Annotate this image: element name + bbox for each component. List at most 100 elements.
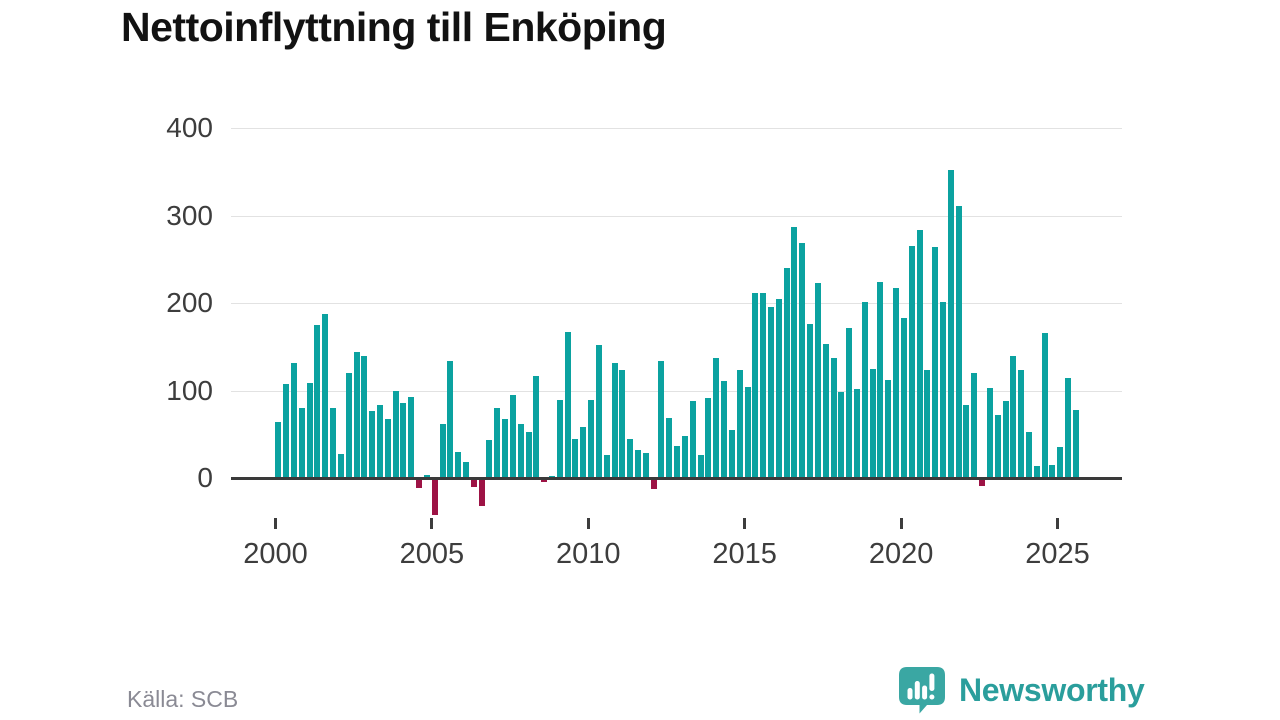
bar-2007-Q4 bbox=[517, 423, 524, 478]
bar-2020-Q4 bbox=[924, 370, 931, 478]
bar-2003-Q1 bbox=[369, 410, 376, 478]
bar-2018-Q4 bbox=[861, 302, 868, 478]
bar-2023-Q1 bbox=[994, 415, 1001, 478]
bar-2019-Q1 bbox=[869, 368, 876, 478]
bar-2016-Q3 bbox=[791, 226, 798, 478]
bar-2016-Q2 bbox=[783, 268, 790, 478]
plot-area bbox=[231, 128, 1122, 515]
bar-2013-Q1 bbox=[681, 436, 688, 478]
y-tick-label: 0 bbox=[197, 462, 213, 493]
bar-2012-Q2 bbox=[658, 360, 665, 478]
bar-2016-Q4 bbox=[799, 242, 806, 478]
bar-2016-Q1 bbox=[775, 298, 782, 478]
bar-2023-Q2 bbox=[1002, 401, 1009, 478]
bar-2005-Q1 bbox=[431, 478, 438, 515]
bar-2020-Q3 bbox=[916, 229, 923, 478]
bar-2012-Q4 bbox=[674, 445, 681, 478]
bar-2015-Q1 bbox=[744, 387, 751, 478]
bar-2006-Q1 bbox=[462, 462, 469, 478]
bar-2002-Q1 bbox=[337, 454, 344, 478]
bar-2002-Q2 bbox=[345, 373, 352, 478]
bar-2003-Q4 bbox=[392, 391, 399, 478]
bar-2005-Q4 bbox=[455, 451, 462, 478]
x-tick-label: 2020 bbox=[868, 538, 934, 570]
bar-2025-Q1 bbox=[1057, 446, 1064, 478]
bar-2002-Q4 bbox=[361, 356, 368, 478]
bar-2009-Q1 bbox=[556, 400, 563, 478]
bar-2007-Q1 bbox=[494, 408, 501, 478]
bar-2017-Q4 bbox=[830, 358, 837, 478]
bar-2011-Q4 bbox=[642, 452, 649, 478]
bar-2008-Q1 bbox=[525, 431, 532, 478]
bar-2017-Q2 bbox=[814, 282, 821, 478]
bar-2020-Q1 bbox=[900, 317, 907, 478]
source-label: Källa: SCB bbox=[127, 686, 239, 712]
bar-2014-Q4 bbox=[736, 370, 743, 478]
bar-2011-Q3 bbox=[635, 450, 642, 478]
bar-2015-Q3 bbox=[760, 293, 767, 478]
bar-2009-Q4 bbox=[580, 427, 587, 478]
bar-2008-Q3 bbox=[541, 478, 548, 482]
x-tick-mark bbox=[743, 518, 747, 529]
newsworthy-logo: Newsworthy bbox=[896, 664, 1145, 716]
bar-2020-Q2 bbox=[908, 246, 915, 478]
bar-2023-Q3 bbox=[1010, 356, 1017, 478]
bar-2012-Q3 bbox=[666, 417, 673, 478]
newsworthy-wordmark: Newsworthy bbox=[959, 671, 1145, 708]
bar-2022-Q2 bbox=[971, 373, 978, 478]
bar-2023-Q4 bbox=[1018, 369, 1025, 478]
bar-2005-Q3 bbox=[447, 360, 454, 478]
bar-2009-Q2 bbox=[564, 331, 571, 478]
bar-2003-Q3 bbox=[384, 418, 391, 478]
bar-2010-Q4 bbox=[611, 362, 618, 478]
bar-2004-Q2 bbox=[408, 396, 415, 478]
bar-2015-Q4 bbox=[767, 306, 774, 478]
bar-2018-Q2 bbox=[846, 327, 853, 478]
bar-2007-Q2 bbox=[502, 419, 509, 478]
bar-2025-Q3 bbox=[1072, 409, 1079, 478]
bar-2011-Q2 bbox=[627, 438, 634, 478]
x-tick-label: 2005 bbox=[399, 538, 465, 570]
bar-2011-Q1 bbox=[619, 370, 626, 478]
bar-2007-Q3 bbox=[509, 394, 516, 478]
bar-2000-Q4 bbox=[298, 408, 305, 478]
bar-2000-Q3 bbox=[290, 363, 297, 478]
bar-2013-Q3 bbox=[697, 455, 704, 478]
bar-2025-Q2 bbox=[1065, 378, 1072, 478]
y-tick-label: 100 bbox=[166, 374, 213, 406]
gridline bbox=[231, 390, 1122, 392]
bar-2013-Q2 bbox=[689, 401, 696, 478]
bar-2004-Q1 bbox=[400, 402, 407, 478]
bar-2000-Q1 bbox=[275, 422, 282, 478]
y-tick-label: 300 bbox=[166, 199, 213, 231]
bar-2001-Q1 bbox=[306, 382, 313, 478]
bar-2006-Q4 bbox=[486, 440, 493, 478]
bar-2010-Q1 bbox=[588, 400, 595, 478]
x-tick-label: 2015 bbox=[712, 538, 777, 570]
bar-2022-Q1 bbox=[963, 405, 970, 478]
bar-2009-Q3 bbox=[572, 438, 579, 478]
bar-2021-Q4 bbox=[955, 205, 962, 478]
bar-2022-Q4 bbox=[986, 387, 993, 478]
bar-2004-Q3 bbox=[416, 478, 423, 488]
bar-2017-Q3 bbox=[822, 344, 829, 478]
x-axis-line bbox=[231, 476, 1122, 480]
x-tick-mark bbox=[899, 518, 903, 529]
bar-2018-Q1 bbox=[838, 392, 845, 478]
bar-2024-Q2 bbox=[1033, 465, 1040, 478]
bar-2019-Q4 bbox=[893, 288, 900, 478]
bar-2014-Q3 bbox=[728, 429, 735, 478]
bar-2021-Q2 bbox=[940, 302, 946, 478]
x-tick-label: 2010 bbox=[556, 538, 621, 570]
bar-2001-Q3 bbox=[322, 313, 329, 478]
bar-2006-Q3 bbox=[478, 478, 485, 506]
bar-2000-Q2 bbox=[283, 384, 290, 478]
bar-2018-Q3 bbox=[853, 388, 860, 478]
bar-2022-Q3 bbox=[979, 478, 986, 486]
bar-2021-Q1 bbox=[932, 247, 939, 478]
bar-2005-Q2 bbox=[439, 423, 446, 478]
bar-2021-Q3 bbox=[947, 170, 954, 478]
bar-2014-Q2 bbox=[721, 380, 728, 478]
bar-2010-Q2 bbox=[595, 345, 602, 478]
